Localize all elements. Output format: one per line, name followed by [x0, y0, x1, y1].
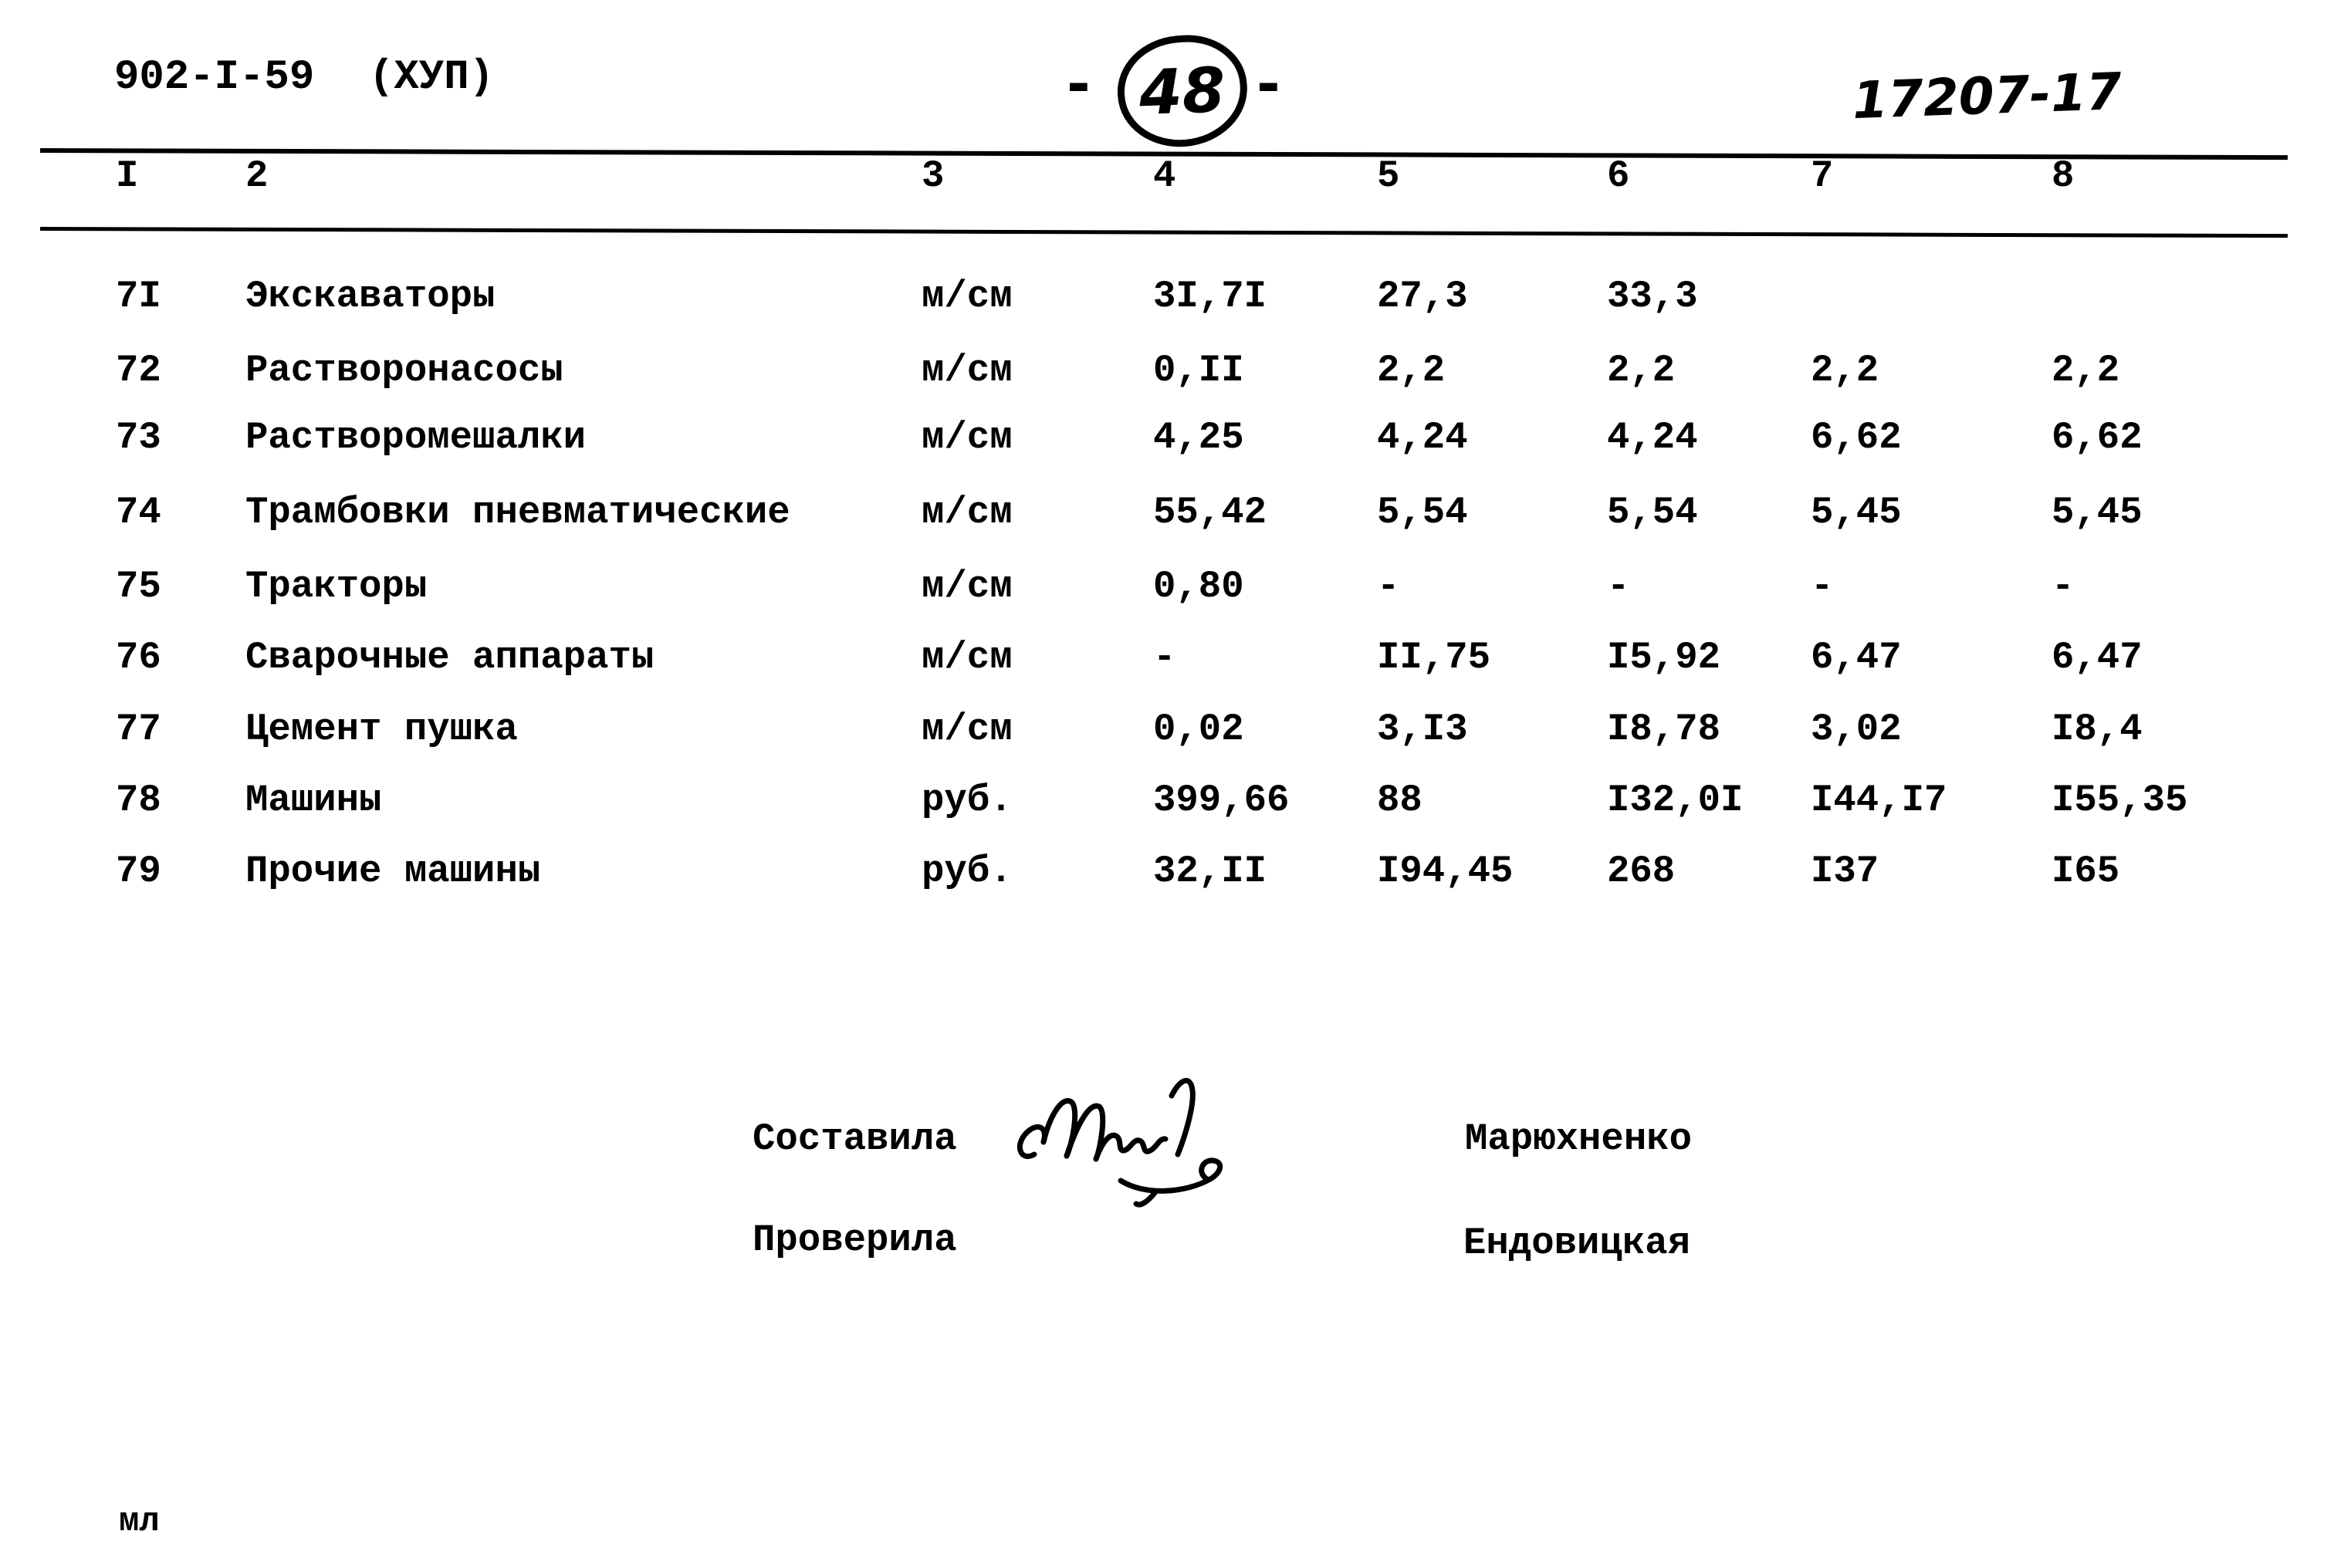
column-header: 3: [922, 154, 945, 198]
value-cell: I37: [1811, 850, 1879, 893]
value-cell: 2,2: [1811, 349, 1879, 392]
checked-by-name: Ендовицкая: [1463, 1222, 1691, 1265]
column-header: 4: [1153, 154, 1176, 198]
value-cell: 4,25: [1153, 416, 1244, 459]
column-header: 6: [1607, 154, 1630, 198]
unit-cell: м/см: [922, 491, 1013, 534]
row-number: 76: [116, 636, 161, 679]
row-number: 74: [116, 491, 161, 534]
value-cell: I94,45: [1377, 850, 1514, 893]
column-header: 5: [1377, 154, 1400, 198]
value-cell: 33,3: [1607, 275, 1698, 318]
row-number: 72: [116, 349, 161, 392]
value-cell: I44,I7: [1811, 779, 1947, 822]
value-cell: 27,3: [1377, 275, 1468, 318]
value-cell: -: [2052, 565, 2075, 608]
value-cell: 32,II: [1153, 850, 1267, 893]
equipment-name: Экскаваторы: [245, 275, 496, 318]
value-cell: I65: [2052, 850, 2120, 893]
column-header: 8: [2052, 154, 2075, 198]
value-cell: 0,80: [1153, 565, 1244, 608]
equipment-name: Растворомешалки: [245, 416, 587, 459]
unit-cell: м/см: [922, 636, 1013, 679]
row-number: 77: [116, 708, 161, 751]
value-cell: I32,0I: [1607, 779, 1744, 822]
checked-by-label: Проверила: [753, 1218, 957, 1262]
value-cell: -: [1811, 565, 1834, 608]
value-cell: 2,2: [2052, 349, 2120, 392]
value-cell: 2,2: [1377, 349, 1446, 392]
typist-initials: мл: [119, 1502, 160, 1541]
value-cell: 3I,7I: [1153, 275, 1267, 318]
value-cell: I55,35: [2052, 779, 2188, 822]
row-number: 79: [116, 850, 161, 893]
row-number: 75: [116, 565, 161, 608]
value-cell: 4,24: [1607, 416, 1698, 459]
page-number-circle: 48: [1113, 29, 1252, 153]
column-header: 2: [245, 154, 269, 198]
page-number: 48: [1138, 53, 1227, 129]
value-cell: I5,92: [1607, 636, 1721, 679]
value-cell: -: [1377, 565, 1400, 608]
handwritten-signature-icon: [1016, 1077, 1223, 1208]
value-cell: 6,47: [1811, 636, 1902, 679]
value-cell: 5,45: [1811, 491, 1902, 534]
composed-by-label: Составила: [753, 1117, 957, 1161]
value-cell: 55,42: [1153, 491, 1267, 534]
value-cell: 6,62: [2052, 416, 2143, 459]
unit-cell: м/см: [922, 275, 1013, 318]
column-header: 7: [1811, 154, 1834, 198]
equipment-name: Прочие машины: [245, 850, 541, 893]
value-cell: 4,24: [1377, 416, 1468, 459]
value-cell: 0,II: [1153, 349, 1244, 392]
unit-cell: руб.: [922, 850, 1013, 893]
value-cell: 6,47: [2052, 636, 2143, 679]
equipment-name: Трамбовки пневматические: [245, 491, 790, 534]
value-cell: 3,02: [1811, 708, 1902, 751]
column-header: I: [116, 154, 139, 198]
equipment-name: Машины: [245, 779, 382, 822]
value-cell: I8,78: [1607, 708, 1721, 751]
value-cell: 2,2: [1607, 349, 1676, 392]
doc-code: 902-I-59: [114, 54, 315, 101]
value-cell: 5,45: [2052, 491, 2143, 534]
table-header-bottom-rule: [39, 227, 2288, 238]
equipment-name: Тракторы: [245, 565, 428, 608]
value-cell: 268: [1607, 850, 1676, 893]
value-cell: -: [1153, 636, 1176, 679]
equipment-name: Цемент пушка: [245, 708, 518, 751]
value-cell: 88: [1377, 779, 1422, 822]
value-cell: 0,02: [1153, 708, 1244, 751]
equipment-name: Растворонасосы: [245, 349, 563, 392]
value-cell: II,75: [1377, 636, 1491, 679]
doc-series: (ХУП): [369, 54, 495, 101]
row-number: 73: [116, 416, 161, 459]
row-number: 7I: [116, 275, 161, 318]
composed-by-name: Марюхненко: [1465, 1117, 1693, 1161]
unit-cell: м/см: [922, 565, 1013, 608]
value-cell: 3,I3: [1377, 708, 1468, 751]
value-cell: 6,62: [1811, 416, 1902, 459]
value-cell: I8,4: [2052, 708, 2143, 751]
value-cell: 5,54: [1377, 491, 1468, 534]
unit-cell: м/см: [922, 416, 1013, 459]
page-number-dash-left: -: [1067, 51, 1091, 117]
row-number: 78: [116, 779, 161, 822]
value-cell: 399,66: [1153, 779, 1290, 822]
equipment-name: Сварочные аппараты: [245, 636, 655, 679]
value-cell: -: [1607, 565, 1630, 608]
unit-cell: м/см: [922, 708, 1013, 751]
value-cell: 5,54: [1607, 491, 1698, 534]
unit-cell: м/см: [922, 349, 1013, 392]
page-number-dash-right: -: [1257, 51, 1280, 117]
handwritten-ref: 17207-17: [1851, 61, 2123, 131]
unit-cell: руб.: [922, 779, 1013, 822]
